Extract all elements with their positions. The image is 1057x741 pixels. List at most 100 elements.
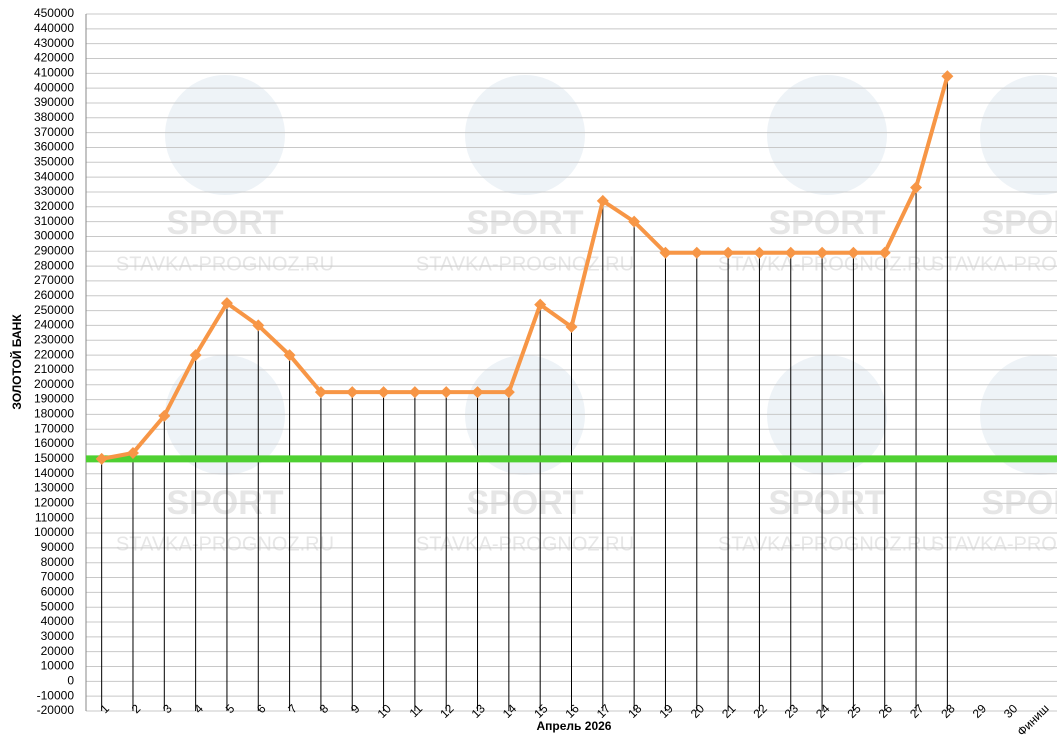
y-tick-label: 440000	[34, 21, 74, 35]
y-tick-label: 120000	[34, 496, 74, 510]
y-tick-label: 280000	[34, 258, 74, 272]
marker	[346, 386, 359, 399]
watermark: SPORT	[768, 204, 885, 242]
x-tick-label: 3	[160, 701, 175, 716]
y-tick-label: 400000	[34, 80, 74, 94]
y-tick-label: 210000	[34, 362, 74, 376]
y-tick-label: 130000	[34, 481, 74, 495]
marker	[816, 246, 829, 259]
marker	[784, 246, 797, 259]
x-tick-label: 27	[907, 701, 927, 721]
marker	[596, 194, 609, 207]
x-tick-label: 23	[782, 701, 802, 721]
x-tick-label: 4	[191, 701, 206, 716]
y-tick-label: 30000	[41, 629, 75, 643]
marker	[753, 246, 766, 259]
marker	[440, 386, 453, 399]
y-tick-label: 160000	[34, 436, 74, 450]
watermark-logo	[767, 75, 887, 195]
y-tick-label: 450000	[34, 6, 74, 20]
marker	[628, 215, 641, 228]
watermark: STAVKA-PROGNOZ.RU	[416, 253, 634, 275]
y-tick-label: 10000	[41, 659, 75, 673]
marker	[910, 181, 923, 194]
y-axis-title: ЗОЛОТОЙ БАНК	[9, 314, 24, 410]
marker	[659, 246, 672, 259]
marker	[314, 386, 327, 399]
y-tick-label: 360000	[34, 140, 74, 154]
watermark: STAVKA-PROGNOZ.RU	[931, 253, 1057, 275]
x-tick-label: Финиш	[1014, 701, 1051, 738]
y-tick-label: 0	[67, 674, 74, 688]
marker	[847, 246, 860, 259]
y-tick-label: 320000	[34, 199, 74, 213]
y-tick-label: 250000	[34, 303, 74, 317]
x-tick-label: 5	[223, 701, 238, 716]
x-tick-label: 19	[656, 701, 676, 721]
marker	[941, 70, 954, 83]
y-tick-label: 200000	[34, 377, 74, 391]
y-tick-label: 150000	[34, 451, 74, 465]
watermark: STAVKA-PROGNOZ.RU	[931, 533, 1057, 555]
x-tick-label: 13	[469, 701, 489, 721]
y-tick-label: 190000	[34, 392, 74, 406]
marker	[408, 386, 421, 399]
x-tick-label: 11	[407, 701, 426, 720]
x-tick-label: 15	[531, 701, 551, 721]
y-tick-label: 220000	[34, 347, 74, 361]
x-tick-label: 16	[563, 701, 583, 721]
x-tick-label: 21	[719, 701, 739, 721]
watermark-logo	[165, 75, 285, 195]
y-tick-label: 100000	[34, 525, 74, 539]
y-tick-label: 50000	[41, 599, 75, 613]
x-tick-label: 25	[844, 701, 864, 721]
marker	[283, 349, 296, 362]
x-axis-title: Апрель 2026	[537, 719, 612, 733]
y-tick-label: -20000	[37, 703, 75, 717]
x-tick-label: 26	[876, 701, 896, 721]
x-tick-label: 7	[285, 701, 300, 716]
watermark: STAVKA-PROGNOZ.RU	[718, 533, 936, 555]
line	[101, 75, 950, 461]
x-tick-label: 17	[594, 701, 614, 721]
watermark: STAVKA-PROGNOZ.RU	[116, 253, 334, 275]
watermark: SPORT	[166, 204, 283, 242]
watermark-logo	[465, 75, 585, 195]
y-tick-label: 350000	[34, 154, 74, 168]
y-tick-label: 240000	[34, 318, 74, 332]
x-tick-label: 6	[254, 701, 269, 716]
x-tick-label: 14	[500, 701, 520, 721]
marker	[565, 320, 578, 333]
marker	[534, 298, 547, 311]
watermark-logo	[980, 75, 1057, 195]
marker	[126, 446, 139, 459]
x-tick-label: 24	[813, 701, 833, 721]
x-tick-label: 22	[750, 701, 770, 721]
y-tick-label: 110000	[35, 510, 74, 524]
y-tick-label: 80000	[41, 555, 75, 569]
x-tick-label: 28	[938, 701, 958, 721]
marker	[471, 386, 484, 399]
y-tick-label: 140000	[34, 466, 74, 480]
x-tick-label: 20	[688, 701, 708, 721]
y-tick-label: 60000	[41, 585, 75, 599]
y-tick-label: 20000	[41, 644, 75, 658]
marker	[722, 246, 735, 259]
y-tick-label: 370000	[34, 125, 74, 139]
y-tick-label: 300000	[34, 229, 74, 243]
y-tick-label: 90000	[41, 540, 75, 554]
marker	[95, 452, 108, 465]
y-tick-label: 260000	[34, 288, 74, 302]
x-tick-label: 1	[97, 701, 112, 716]
y-tick-label: 390000	[34, 95, 74, 109]
y-tick-label: 270000	[34, 273, 74, 287]
marker	[158, 409, 171, 422]
watermark: SPORT	[466, 204, 583, 242]
x-tick-label: 9	[348, 701, 363, 716]
watermark: STAVKA-PROGNOZ.RU	[718, 253, 936, 275]
y-tick-label: 230000	[34, 332, 74, 346]
marker	[252, 319, 265, 332]
x-tick-label: 30	[1001, 701, 1021, 721]
y-tick-label: 420000	[34, 51, 74, 65]
